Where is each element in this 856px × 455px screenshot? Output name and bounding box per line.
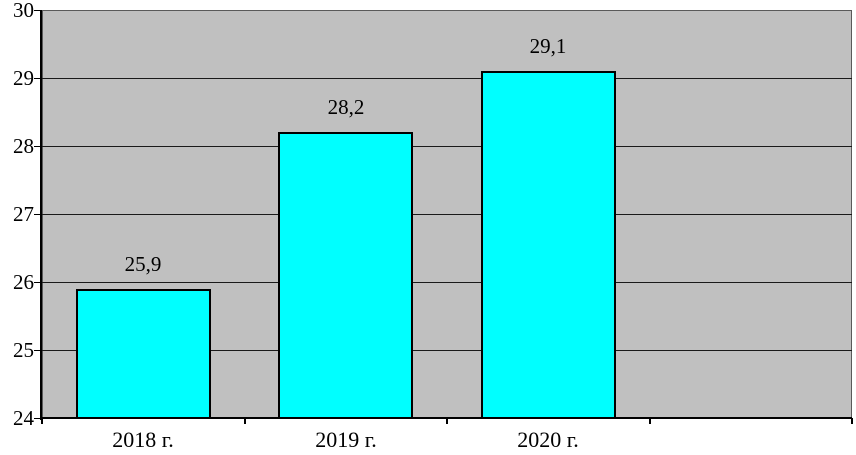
y-axis-line: [40, 10, 42, 420]
x-axis-tick-0: [41, 418, 43, 424]
x-axis-label: 2020 г.: [517, 427, 579, 452]
bar-2020: [481, 71, 616, 419]
x-axis-tick-1: [244, 418, 246, 424]
y-axis-label-30: 30: [13, 0, 34, 22]
y-axis-tick-26: [34, 282, 42, 283]
x-axis-label: 2019 г.: [315, 427, 377, 452]
gridline-27: [42, 214, 852, 215]
x-axis-tick-2: [446, 418, 448, 424]
y-axis-tick-25: [34, 350, 42, 351]
gridline-29: [42, 78, 852, 79]
x-axis-label: 2018 г.: [112, 427, 174, 452]
y-axis-label-26: 26: [13, 270, 34, 294]
gridline-28: [42, 146, 852, 147]
y-axis-label-25: 25: [13, 338, 34, 362]
gridline-26: [42, 282, 852, 283]
y-axis-label-28: 28: [13, 134, 34, 158]
x-axis-tick-3: [649, 418, 651, 424]
y-axis-tick-28: [34, 146, 42, 147]
gridline-25: [42, 350, 852, 351]
x-axis-line: [40, 417, 852, 419]
bar-value-label: 28,2: [327, 95, 365, 119]
bar-2018: [76, 289, 211, 419]
bar-value-label: 25,9: [124, 252, 162, 276]
y-axis-label-29: 29: [13, 66, 34, 90]
y-axis-tick-27: [34, 214, 42, 215]
y-axis-label-24: 24: [13, 406, 34, 430]
y-axis-tick-24: [34, 418, 42, 419]
y-axis-tick-30: [34, 10, 42, 11]
y-axis-label-27: 27: [13, 202, 34, 226]
y-axis-tick-29: [34, 78, 42, 79]
bar-value-label: 29,1: [529, 34, 567, 58]
x-axis-tick-4: [851, 418, 853, 424]
bar-2019: [278, 132, 413, 419]
